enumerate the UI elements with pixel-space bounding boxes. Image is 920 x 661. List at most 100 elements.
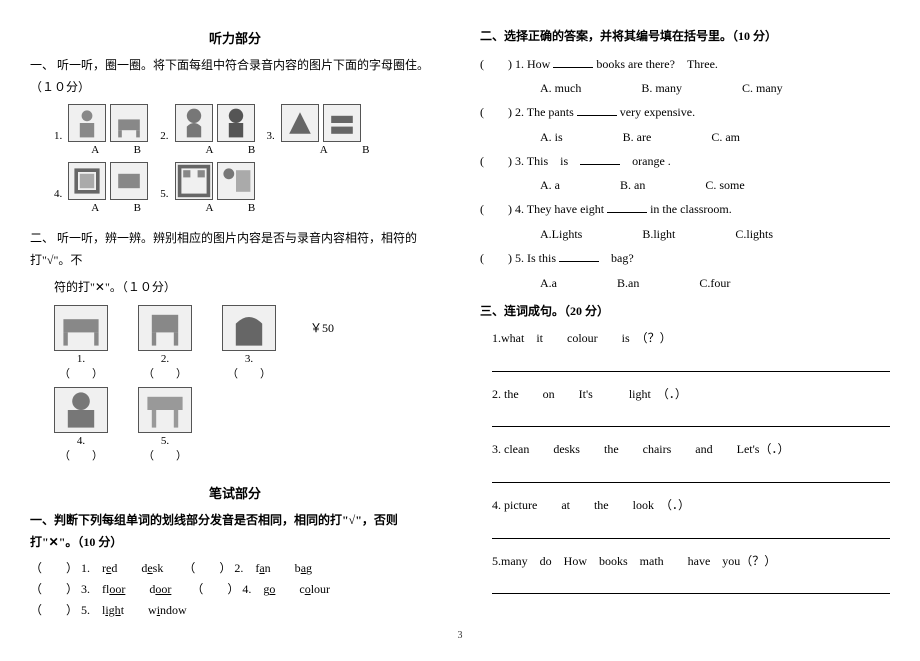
sentence-prompt: 1.what it colour is （？） <box>480 328 890 350</box>
answer-blank-line <box>492 467 890 483</box>
w1-item: （ ） 2. fan bag <box>183 559 312 576</box>
s1-g3-num: 3. <box>267 130 275 142</box>
page-number: 3 <box>30 630 890 641</box>
choice-option: C.lights <box>735 227 773 242</box>
w1-item: （ ） 1. red desk <box>30 559 163 576</box>
answer-blank-line <box>492 523 890 539</box>
s1-row1-images: 1. 2. 3. <box>54 104 440 142</box>
choice-questions: ( ) 1. How books are there? Three. A. muc… <box>480 54 890 291</box>
choice-option: B. many <box>641 81 682 96</box>
choice-stem: ( ) 3. This is orange . <box>480 151 890 173</box>
choice-stem: ( ) 2. The pants very expensive. <box>480 102 890 124</box>
choice-stem: ( ) 1. How books are there? Three. <box>480 54 890 76</box>
lbl: A <box>305 144 343 156</box>
s2-num: 2. <box>161 353 169 365</box>
s2-row1: ￥50 <box>54 305 440 351</box>
s1-text: 听一听，圈一圈。将下面每组中符合录音内容的图片下面的字母圈住。（１０分） <box>30 58 429 94</box>
w1-row: （ ） 5. light window <box>30 601 440 618</box>
s1-row2-images: 4. 5. <box>54 162 440 200</box>
lbl: B <box>118 202 156 214</box>
s2-prefix: 二、 <box>30 231 54 245</box>
choice-options: A.Lights B.light C.lights <box>480 227 890 242</box>
s2-num: 1. <box>77 353 85 365</box>
s2-num: 3. <box>245 353 253 365</box>
placeholder-image <box>54 387 108 433</box>
w1-row: （ ） 3. floor door （ ） 4. go colour <box>30 580 440 597</box>
section1-heading: 一、 听一听，圈一圈。将下面每组中符合录音内容的图片下面的字母圈住。（１０分） <box>30 55 440 98</box>
placeholder-image <box>68 104 106 142</box>
placeholder-image <box>217 104 255 142</box>
placeholder-image <box>138 305 192 351</box>
section2-heading: 二、 听一听，辨一辨。辨别相应的图片内容是否与录音内容相符，相符的打"√"。不 <box>30 228 440 271</box>
sentence-prompt: 4. picture at the look （．） <box>480 495 890 517</box>
w1-item: （ ） 5. light window <box>30 601 187 618</box>
right-column: 二、选择正确的答案，并将其编号填在括号里。（10 分） ( ) 1. How b… <box>480 20 890 622</box>
s2-img2 <box>138 305 192 351</box>
lbl: A <box>191 202 229 214</box>
s1-row2-labels: 4. AB 5. AB <box>54 202 440 214</box>
s2-l2: 符的打"✕"。（１０分） <box>30 277 440 299</box>
w1-item: （ ） 3. floor door <box>30 580 171 597</box>
choice-option: C.four <box>699 276 730 291</box>
choice-option: C. some <box>705 178 744 193</box>
lbl: B <box>118 144 156 156</box>
sentence-prompt: 2. the on It's light （．） <box>480 384 890 406</box>
lbl: B <box>347 144 385 156</box>
r-s3-heading: 三、连词成句。（20 分） <box>480 301 890 323</box>
worksheet-page: 听力部分 一、 听一听，圈一圈。将下面每组中符合录音内容的图片下面的字母圈住。（… <box>30 20 890 622</box>
answer-blank-line <box>492 411 890 427</box>
choice-stem: ( ) 5. Is this bag? <box>480 248 890 270</box>
s2-img1 <box>54 305 108 351</box>
s2-row2-parens: 4. （ ） 5. （ ） <box>54 435 440 463</box>
yen-price: ￥50 <box>310 319 334 336</box>
listening-title: 听力部分 <box>30 28 440 47</box>
choice-options: A. muchB. manyC. many <box>480 81 890 96</box>
placeholder-image <box>222 305 276 351</box>
paren: （ ） <box>59 368 103 380</box>
choice-stem: ( ) 4. They have eight in the classroom. <box>480 199 890 221</box>
lbl: A <box>76 202 114 214</box>
placeholder-image <box>323 104 361 142</box>
s1-g1-num: 1. <box>54 130 62 142</box>
placeholder-image <box>281 104 319 142</box>
s1-g3: 3. <box>267 104 361 142</box>
lbl: B <box>233 144 271 156</box>
answer-blank-line <box>492 356 890 372</box>
s2-l1: 听一听，辨一辨。辨别相应的图片内容是否与录音内容相符，相符的打"√"。不 <box>30 231 417 267</box>
choice-option: A. a <box>540 178 560 193</box>
choice-option: B. an <box>620 178 645 193</box>
answer-blank-line <box>492 578 890 594</box>
sentence-prompt: 3. clean desks the chairs and Let's（．） <box>480 439 890 461</box>
choice-option: B.light <box>642 227 675 242</box>
placeholder-image <box>110 162 148 200</box>
s2-img5 <box>138 387 192 433</box>
placeholder-image <box>54 305 108 351</box>
choice-option: B. are <box>623 130 652 145</box>
choice-options: A. a B. an C. some <box>480 178 890 193</box>
s2-num: 4. <box>77 435 85 447</box>
s2-num: 5. <box>161 435 169 447</box>
s1-g4-num: 4. <box>54 188 62 200</box>
w1-row: （ ） 1. red desk （ ） 2. fan bag <box>30 559 440 576</box>
s2-row2 <box>54 387 440 433</box>
choice-option: A.Lights <box>540 227 582 242</box>
choice-options: A.aB.anC.four <box>480 276 890 291</box>
w1-item: （ ） 4. go colour <box>191 580 330 597</box>
placeholder-image <box>138 387 192 433</box>
placeholder-image <box>68 162 106 200</box>
placeholder-image <box>110 104 148 142</box>
sentence-prompt: 5.many do How books math have you（？） <box>480 551 890 573</box>
lbl: A <box>76 144 114 156</box>
s1-g5: 5. <box>160 162 254 200</box>
s2-img3 <box>222 305 276 351</box>
r-s2-heading: 二、选择正确的答案，并将其编号填在括号里。（10 分） <box>480 26 890 48</box>
placeholder-image <box>217 162 255 200</box>
lbl: B <box>233 202 271 214</box>
choice-option: C. am <box>711 130 740 145</box>
left-column: 听力部分 一、 听一听，圈一圈。将下面每组中符合录音内容的图片下面的字母圈住。（… <box>30 20 440 622</box>
s2-row1-parens: 1. （ ） 2. （ ） 3. （ ） <box>54 353 440 381</box>
paren: （ ） <box>143 450 187 462</box>
s1-g1: 1. <box>54 104 148 142</box>
paren: （ ） <box>227 368 271 380</box>
sentence-questions: 1.what it colour is （？） 2. the on It's li… <box>480 328 890 594</box>
